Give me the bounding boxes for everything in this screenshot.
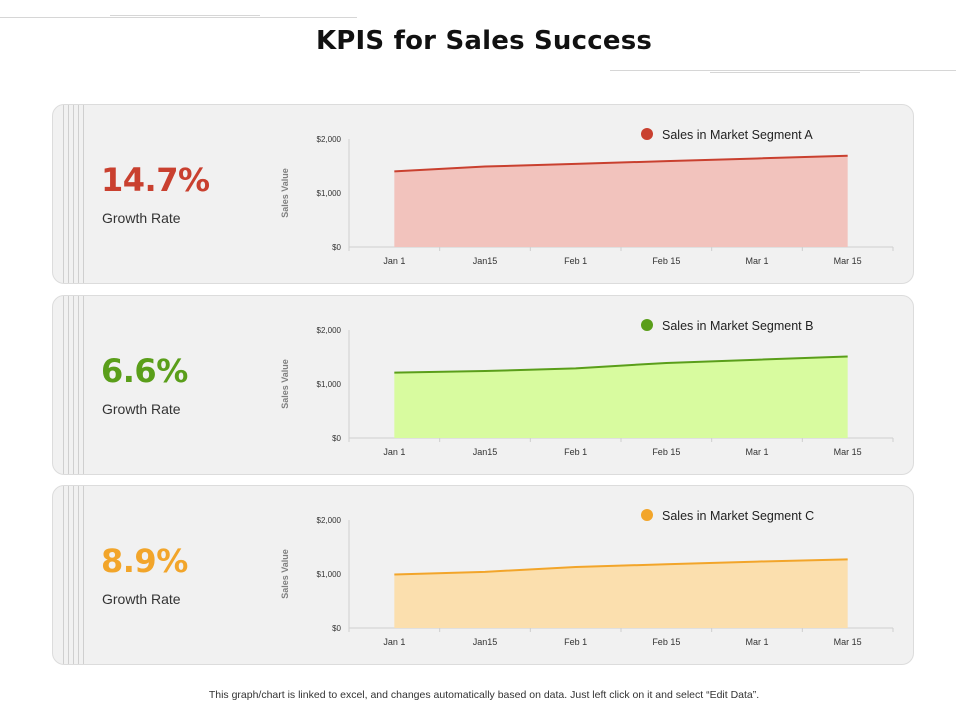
series-line xyxy=(394,558,848,576)
legend-marker xyxy=(641,128,653,140)
y-axis-title: Sales Value xyxy=(280,168,290,218)
x-tick-label: Feb 1 xyxy=(564,256,587,266)
series-area xyxy=(394,356,848,438)
decorative-line xyxy=(110,15,260,16)
decorative-line xyxy=(610,70,956,71)
legend-marker xyxy=(641,319,653,331)
decorative-stripes xyxy=(63,486,85,664)
y-tick-label: $2,000 xyxy=(317,135,342,144)
footer-note: This graph/chart is linked to excel, and… xyxy=(208,689,760,701)
y-tick-label: $1,000 xyxy=(317,570,342,579)
y-tick-label: $2,000 xyxy=(317,326,342,335)
series-area xyxy=(394,559,848,628)
x-tick-label: Jan 1 xyxy=(383,256,405,266)
x-tick-label: Mar 15 xyxy=(834,256,862,266)
kpi-label: Growth Rate xyxy=(102,210,181,226)
kpi-panel-a: 14.7% Growth Rate $0 $1,000 $2,000 Sales Va… xyxy=(52,104,914,284)
x-tick-label: Mar 1 xyxy=(745,447,768,457)
y-tick-label: $1,000 xyxy=(317,189,342,198)
decorative-stripes xyxy=(63,105,85,283)
kpi-value: 6.6% xyxy=(101,352,188,390)
area-chart-segment-b[interactable]: $0 $1,000 $2,000 Sales Value Jan 1 Jan15 Feb 1… xyxy=(53,296,913,474)
kpi-panel-c: 8.9% Growth Rate $0 $1,000 $2,000 Sales Val… xyxy=(52,485,914,665)
x-tick-label: Mar 15 xyxy=(834,637,862,647)
kpi-panel-b: 6.6% Growth Rate $0 $1,000 $2,000 Sales Val… xyxy=(52,295,914,475)
legend-marker xyxy=(641,509,653,521)
kpi-label: Growth Rate xyxy=(102,401,181,417)
x-tick-label: Feb 15 xyxy=(652,447,680,457)
x-tick-label: Feb 1 xyxy=(564,637,587,647)
kpi-value: 14.7% xyxy=(101,161,210,199)
x-tick-label: Jan 1 xyxy=(383,637,405,647)
series-area xyxy=(394,155,848,247)
area-chart-segment-c[interactable]: $0 $1,000 $2,000 Sales Value Jan 1 Jan15 Feb 1… xyxy=(53,486,913,664)
decorative-line xyxy=(710,72,860,73)
y-tick-label: $2,000 xyxy=(317,516,342,525)
x-tick-label: Jan 1 xyxy=(383,447,405,457)
x-tick-label: Jan15 xyxy=(473,256,498,266)
area-chart-segment-a[interactable]: $0 $1,000 $2,000 Sales Value Jan 1 Jan15 Feb 1… xyxy=(53,105,913,283)
series-line xyxy=(394,355,848,374)
y-axis-title: Sales Value xyxy=(280,359,290,409)
kpi-label: Growth Rate xyxy=(102,591,181,607)
x-tick-label: Jan15 xyxy=(473,447,498,457)
x-tick-label: Mar 1 xyxy=(745,637,768,647)
series-line xyxy=(394,154,848,173)
x-tick-label: Feb 1 xyxy=(564,447,587,457)
kpi-value: 8.9% xyxy=(101,542,188,580)
x-tick-label: Mar 15 xyxy=(834,447,862,457)
y-tick-label: $0 xyxy=(332,243,341,252)
x-tick-label: Mar 1 xyxy=(745,256,768,266)
x-tick-label: Feb 15 xyxy=(652,637,680,647)
x-tick-label: Feb 15 xyxy=(652,256,680,266)
legend-label: Sales in Market Segment A xyxy=(662,128,813,142)
legend-label: Sales in Market Segment B xyxy=(662,319,813,333)
y-tick-label: $0 xyxy=(332,624,341,633)
legend-label: Sales in Market Segment C xyxy=(662,509,814,523)
y-tick-label: $0 xyxy=(332,434,341,443)
y-axis-title: Sales Value xyxy=(280,549,290,599)
x-tick-label: Jan15 xyxy=(473,637,498,647)
decorative-stripes xyxy=(63,296,85,474)
decorative-line xyxy=(0,17,357,18)
y-tick-label: $1,000 xyxy=(317,380,342,389)
page-title: KPIS for Sales Success xyxy=(315,26,653,56)
